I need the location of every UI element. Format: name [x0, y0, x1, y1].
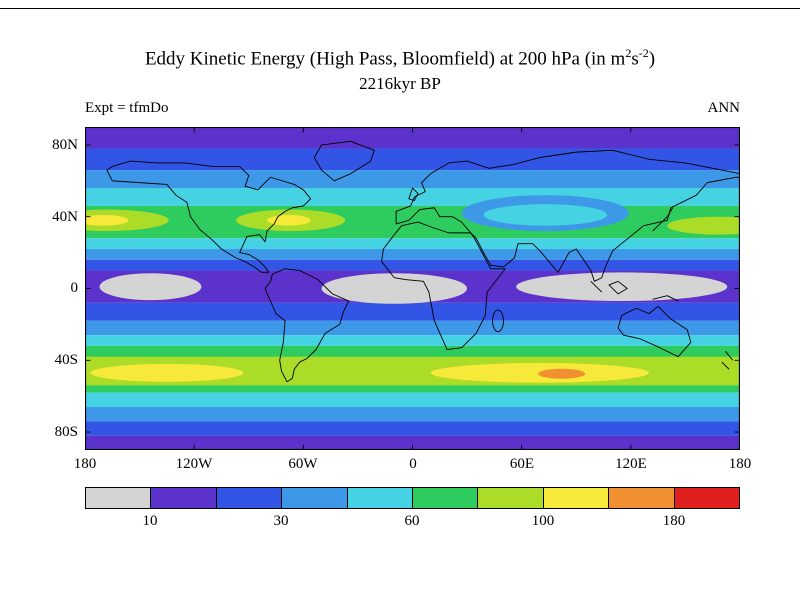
lon-tick-label-180e: 180 [728, 456, 752, 472]
lon-tick-label-180w: 180 [73, 456, 97, 472]
field-band [85, 127, 740, 149]
continent-outline-greenland [313, 140, 375, 182]
colorbar-cell-100-140 [543, 488, 610, 508]
title-text: ) [648, 48, 656, 70]
field-band [85, 335, 740, 346]
coastlines [106, 140, 740, 383]
field-max-south-pacific [90, 363, 244, 382]
lon-tick-label-60e: 60E [509, 456, 535, 472]
right-axis-ticks [734, 144, 740, 433]
field-band [85, 302, 740, 321]
field-band [85, 392, 740, 407]
colorbar-cell-60-80 [413, 488, 479, 508]
lat-tick-label-40s: 40S [54, 352, 78, 368]
season-label: ANN [707, 100, 741, 116]
eke-contour-map [85, 127, 740, 450]
field-min-equatorial-pacific [99, 273, 202, 301]
field-band [85, 188, 740, 206]
colorbar-cell-gt180 [674, 488, 740, 508]
field-band [85, 170, 740, 189]
lon-tick-label-60w: 60W [288, 456, 318, 472]
continent-outline-north-america [106, 160, 312, 273]
colorbar-label-60: 60 [404, 513, 420, 529]
title-superscript: -2 [638, 46, 649, 60]
island-outline-madagascar [492, 309, 504, 333]
field-band [85, 406, 740, 422]
colorbar-cell-45-60 [347, 488, 414, 508]
title-text: s [631, 48, 639, 70]
title-text: Eddy Kinetic Energy (High Pass, Bloomfie… [144, 48, 626, 70]
field-band [85, 320, 740, 336]
field-max-south-indian-core [538, 368, 586, 379]
field-max-north-pacific-core [85, 214, 129, 226]
left-axis-ticks [85, 144, 91, 433]
colorbar-label-180: 180 [662, 513, 686, 529]
colorbar-cell-10-20 [151, 488, 217, 508]
colorbar-legend [85, 487, 740, 509]
island-outline-borneo [608, 280, 628, 295]
island-outline-uk [408, 187, 419, 202]
colorbar-cell-lt10 [86, 488, 152, 508]
field-band [85, 205, 740, 239]
figure-subtitle: 2216kyr BP [359, 74, 441, 93]
title-superscript: 2 [625, 46, 632, 60]
top-axis-ticks [85, 127, 740, 133]
field-band [85, 259, 740, 271]
field-band [85, 249, 740, 260]
island-outline-sumatra [590, 281, 603, 293]
bottom-axis-ticks [85, 444, 740, 450]
continent-outline-africa [381, 221, 506, 350]
top-border-line [0, 8, 800, 9]
colorbar-label-30: 30 [273, 513, 289, 529]
field-low-asia-core [483, 204, 608, 226]
axis-ticks [85, 127, 740, 450]
continent-outline-australia [617, 305, 692, 358]
field-band [85, 435, 740, 450]
field-min-equatorial-indian-pacific [516, 272, 728, 302]
field-band [85, 238, 740, 250]
colorbar-cell-30-45 [282, 488, 348, 508]
experiment-label: Expt = tfmDo [85, 100, 169, 116]
map-plot-area [85, 127, 740, 450]
field-band [85, 148, 740, 171]
colorbar-cell-80-100 [478, 488, 544, 508]
colorbar-label-100: 100 [531, 513, 555, 529]
plot-frame [85, 127, 740, 450]
lon-tick-label-0: 0 [409, 456, 417, 472]
lon-tick-label-120w: 120W [175, 456, 213, 472]
lat-tick-label-80n: 80N [52, 137, 78, 153]
continent-outline-south-america [264, 268, 350, 383]
field-min-equatorial-atlantic-africa [321, 273, 468, 304]
figure-title: Eddy Kinetic Energy (High Pass, Bloomfie… [0, 46, 800, 70]
continent-outline-eurasia [395, 149, 740, 282]
field-max-east-asia [667, 216, 740, 235]
colorbar-label-10: 10 [142, 513, 158, 529]
colorbar-cell-140-180 [609, 488, 675, 508]
island-outline-new-guinea [652, 295, 679, 302]
colorbar-cell-20-30 [216, 488, 283, 508]
island-outline-new-zealand [721, 351, 734, 370]
island-outline-japan [652, 207, 674, 232]
lat-tick-label-eq: 0 [70, 280, 79, 296]
lon-tick-label-120e: 120E [615, 456, 647, 472]
lat-tick-label-80s: 80S [54, 424, 78, 440]
lat-tick-label-40n: 40N [52, 209, 78, 225]
field-band [85, 421, 740, 436]
